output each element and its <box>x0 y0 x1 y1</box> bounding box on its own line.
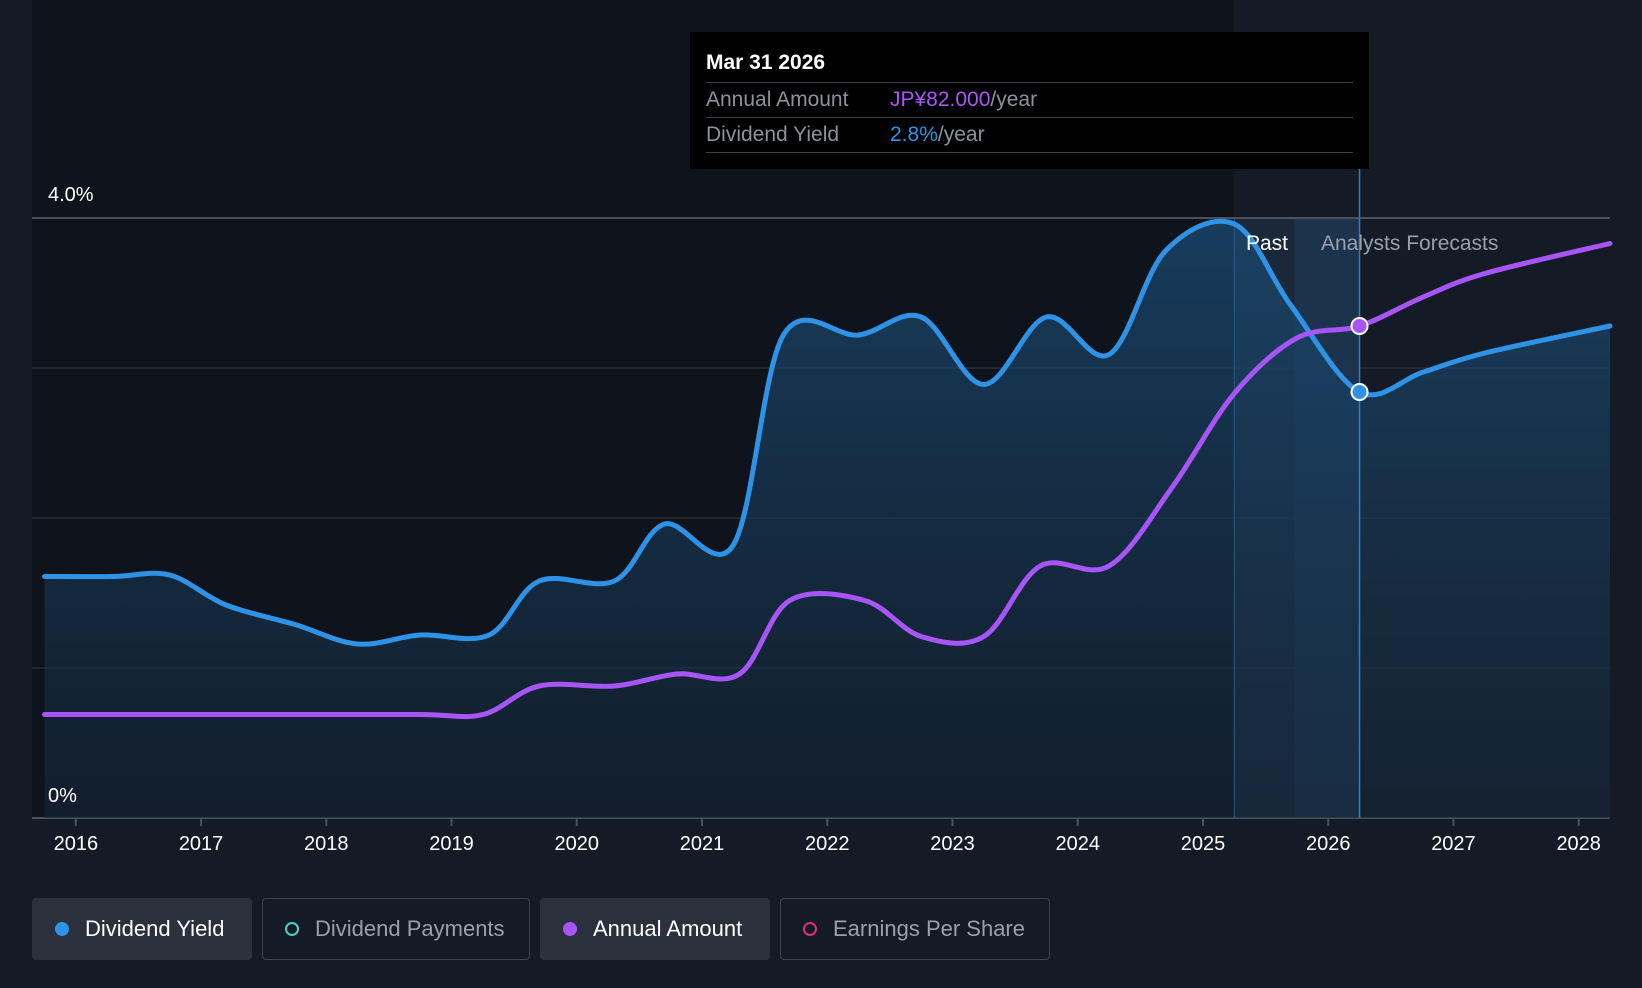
x-tick-label: 2016 <box>54 833 99 855</box>
tooltip-date: Mar 31 2026 <box>706 48 1353 83</box>
dividend-yield-line <box>42 218 1613 647</box>
x-tick-label: 2022 <box>805 833 850 855</box>
x-tick-label: 2020 <box>555 833 600 855</box>
legend-dividend-yield[interactable]: Dividend Yield <box>32 898 252 960</box>
tooltip-value: 2.8% <box>890 123 938 146</box>
legend-label: Dividend Payments <box>315 916 505 941</box>
dividend-yield-area <box>44 221 1610 818</box>
tooltip-value: JP¥82.000 <box>890 88 991 111</box>
x-tick-label: 2028 <box>1556 833 1601 855</box>
x-tick-label: 2019 <box>429 833 474 855</box>
legend-label: Earnings Per Share <box>833 916 1025 941</box>
past-label: Past <box>1246 232 1288 255</box>
tooltip: Mar 31 2026 Annual Amount JP¥82.000 /yea… <box>690 32 1369 169</box>
tooltip-label: Annual Amount <box>706 88 849 111</box>
x-tick-label: 2025 <box>1181 833 1226 855</box>
legend-dot-icon <box>563 922 577 936</box>
x-tick-label: 2018 <box>304 833 349 855</box>
legend-ring-icon <box>803 922 817 936</box>
legend: Dividend Yield Dividend Payments Annual … <box>32 898 1060 960</box>
x-tick-label: 2023 <box>930 833 975 855</box>
tooltip-row-annual-amount: Annual Amount JP¥82.000 /year <box>706 83 1353 118</box>
legend-label: Dividend Yield <box>85 916 225 941</box>
legend-dividend-payments[interactable]: Dividend Payments <box>262 898 530 960</box>
annual-amount-marker <box>1350 317 1369 335</box>
legend-earnings-per-share[interactable]: Earnings Per Share <box>780 898 1050 960</box>
y-tick-label-max: 4.0% <box>48 184 94 206</box>
tooltip-label: Dividend Yield <box>706 123 840 146</box>
legend-ring-icon <box>285 922 299 936</box>
y-tick-label-min: 0% <box>48 785 77 807</box>
annual-amount-line <box>42 241 1613 720</box>
legend-label: Annual Amount <box>593 916 743 941</box>
x-tick-label: 2017 <box>179 833 224 855</box>
x-tick-label: 2021 <box>680 833 725 855</box>
x-tick-label: 2027 <box>1431 833 1476 855</box>
dividend-yield-marker <box>1350 383 1369 401</box>
x-tick-label: 2026 <box>1306 833 1351 855</box>
tooltip-row-dividend-yield: Dividend Yield 2.8% /year <box>706 118 1353 153</box>
x-tick-label: 2024 <box>1055 833 1100 855</box>
tooltip-unit: /year <box>990 88 1038 111</box>
analysts-forecasts-label: Analysts Forecasts <box>1321 232 1498 255</box>
tooltip-unit: /year <box>937 123 985 146</box>
legend-dot-icon <box>55 922 69 936</box>
legend-annual-amount[interactable]: Annual Amount <box>540 898 770 960</box>
